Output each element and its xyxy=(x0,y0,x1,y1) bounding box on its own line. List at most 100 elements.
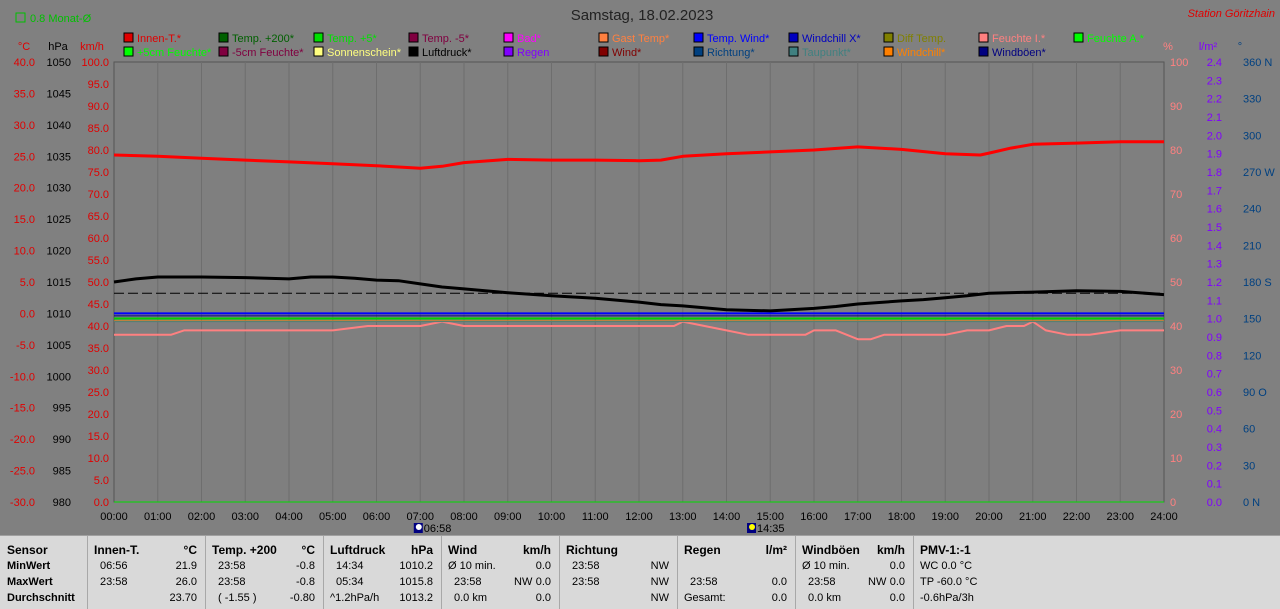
stats-innen-min-time: 06:56 xyxy=(100,560,128,572)
y-tick-label-rain: 0.3 xyxy=(1207,442,1222,454)
y-tick-label-wind: 55.0 xyxy=(88,255,109,267)
y-tick-label-rain: 2.4 xyxy=(1207,57,1222,69)
y-tick-label-temp: 15.0 xyxy=(14,214,35,226)
y-tick-label-direction: 120 xyxy=(1243,350,1261,362)
legend-swatch[interactable] xyxy=(788,46,799,57)
y-tick-label-wind: 85.0 xyxy=(88,123,109,135)
stats-innen-max-val: 26.0 xyxy=(175,576,197,588)
legend-label: Temp. Wind* xyxy=(707,33,770,45)
stats-col-innen: Innen-T. °C 06:56 21.9 23:58 26.0 23.70 xyxy=(88,536,206,609)
axis-unit-temp: °C xyxy=(18,41,30,53)
legend-label: Wind* xyxy=(612,47,642,59)
stats-regen-unit: l/m² xyxy=(765,543,787,557)
y-tick-label-pressure: 1035 xyxy=(47,151,71,163)
legend-swatch[interactable] xyxy=(503,46,514,57)
x-tick-label: 22:00 xyxy=(1063,511,1091,523)
x-tick-label: 17:00 xyxy=(844,511,872,523)
y-tick-label-wind: 95.0 xyxy=(88,79,109,91)
y-tick-label-humidity: 20 xyxy=(1170,409,1182,421)
legend-swatch[interactable] xyxy=(788,32,799,43)
legend-swatch[interactable] xyxy=(978,32,989,43)
y-tick-label-wind: 5.0 xyxy=(94,475,109,487)
legend-swatch[interactable] xyxy=(313,32,324,43)
legend-swatch[interactable] xyxy=(218,32,229,43)
y-tick-label-wind: 30.0 xyxy=(88,365,109,377)
y-tick-label-rain: 2.3 xyxy=(1207,75,1222,87)
x-tick-label: 15:00 xyxy=(756,511,784,523)
stats-boeen-max-time: 23:58 xyxy=(808,576,836,588)
legend-swatch[interactable] xyxy=(313,46,324,57)
stats-druck-title: Luftdruck xyxy=(330,543,386,557)
axis-unit-wind: km/h xyxy=(80,41,104,53)
stats-druck-min-time: 14:34 xyxy=(336,560,364,572)
x-tick-label: 24:00 xyxy=(1150,511,1178,523)
legend-swatch[interactable] xyxy=(883,32,894,43)
legend-swatch[interactable] xyxy=(693,46,704,57)
y-tick-label-rain: 1.3 xyxy=(1207,259,1222,271)
y-tick-label-temp: -10.0 xyxy=(10,371,35,383)
stats-regen-avg: 0.0 xyxy=(771,592,787,604)
y-tick-label-pressure: 1005 xyxy=(47,340,71,352)
legend-swatch[interactable] xyxy=(598,46,609,57)
y-tick-label-wind: 0.0 xyxy=(94,497,109,509)
y-tick-label-direction: 330 xyxy=(1243,94,1261,106)
legend-label: Temp. -5* xyxy=(422,33,470,45)
legend-swatch[interactable] xyxy=(503,32,514,43)
y-tick-label-pressure: 1010 xyxy=(47,308,71,320)
legend-label: Innen-T.* xyxy=(137,33,182,45)
y-tick-label-rain: 0.2 xyxy=(1207,460,1222,472)
legend-swatch[interactable] xyxy=(218,46,229,57)
legend-label: Richtung* xyxy=(707,47,755,59)
y-tick-label-wind: 60.0 xyxy=(88,233,109,245)
y-tick-label-wind: 100.0 xyxy=(81,57,109,69)
chart-title: Samstag, 18.02.2023 xyxy=(571,7,714,24)
y-tick-label-rain: 1.0 xyxy=(1207,314,1222,326)
stats-boeen-max-dir: NW xyxy=(868,576,887,588)
x-tick-label: 00:00 xyxy=(100,511,128,523)
y-tick-label-humidity: 80 xyxy=(1170,145,1182,157)
y-tick-label-pressure: 980 xyxy=(53,497,71,509)
y-tick-label-temp: 20.0 xyxy=(14,183,35,195)
x-tick-label: 14:00 xyxy=(713,511,741,523)
y-tick-label-rain: 0.1 xyxy=(1207,479,1222,491)
y-tick-label-direction: 60 xyxy=(1243,424,1255,436)
legend-swatch[interactable] xyxy=(123,32,134,43)
legend-label: Bad* xyxy=(517,33,542,45)
legend-swatch[interactable] xyxy=(408,32,419,43)
y-tick-label-direction: 150 xyxy=(1243,314,1261,326)
y-tick-label-direction: 0 N xyxy=(1243,497,1260,509)
stats-temp200-avg: -0.80 xyxy=(289,592,315,604)
y-tick-label-rain: 1.4 xyxy=(1207,240,1222,252)
legend-swatch[interactable] xyxy=(123,46,134,57)
legend-swatch[interactable] xyxy=(408,46,419,57)
legend-swatch[interactable] xyxy=(598,32,609,43)
y-tick-label-pressure: 1025 xyxy=(47,214,71,226)
legend-swatch[interactable] xyxy=(883,46,894,57)
y-tick-label-humidity: 40 xyxy=(1170,321,1182,333)
weather-chart: 00:00 01:00 02:00 03:00 04:00 05:00 06:00 07:00… xyxy=(10,7,1275,535)
stats-label-max: MaxWert xyxy=(7,576,53,588)
y-tick-label-wind: 35.0 xyxy=(88,343,109,355)
stats-temp200-unit: °C xyxy=(301,543,315,557)
stats-temp200-min-time: 23:58 xyxy=(218,560,246,572)
legend-swatch[interactable] xyxy=(693,32,704,43)
y-tick-label-humidity: 100 xyxy=(1170,57,1188,69)
y-tick-label-rain: 1.8 xyxy=(1207,167,1222,179)
stats-richtung-max-time: 23:58 xyxy=(572,576,600,588)
y-tick-label-wind: 65.0 xyxy=(88,211,109,223)
monthly-avg-checkbox[interactable] xyxy=(15,12,26,23)
y-tick-label-pressure: 1030 xyxy=(47,183,71,195)
stats-boeen-unit: km/h xyxy=(876,543,905,557)
stats-druck-unit: hPa xyxy=(410,543,433,557)
stats-col-wind: Wind km/h Ø 10 min. 0.0 23:58 NW 0.0 0.0… xyxy=(442,536,560,609)
series-line xyxy=(113,275,1165,313)
axis-unit-pressure: hPa xyxy=(48,41,68,53)
y-tick-label-temp: 40.0 xyxy=(14,57,35,69)
x-tick-label: 08:00 xyxy=(450,511,478,523)
legend-swatch[interactable] xyxy=(978,46,989,57)
stats-innen-unit: °C xyxy=(183,543,197,557)
stats-col-druck: Luftdruck hPa 14:34 1010.2 05:34 1015.8 … xyxy=(324,536,442,609)
stats-temp200-title: Temp. +200 xyxy=(212,543,277,557)
legend-swatch[interactable] xyxy=(1073,32,1084,43)
y-tick-label-pressure: 995 xyxy=(53,403,71,415)
